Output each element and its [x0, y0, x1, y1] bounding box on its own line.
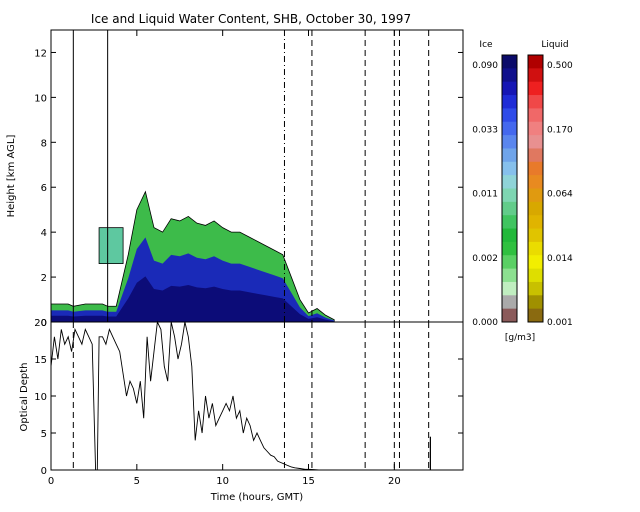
height-tick-label: 8 — [41, 138, 47, 149]
time-tick-label: 5 — [134, 476, 140, 487]
optical-depth-tick-label: 0 — [41, 466, 47, 477]
ice-tick-label: 0.011 — [472, 190, 498, 200]
time-tick-label: 15 — [302, 476, 315, 487]
ice-color-swatch — [502, 68, 517, 83]
liquid-tick-label: 0.014 — [547, 254, 573, 264]
ice-color-swatch — [502, 215, 517, 230]
ice-color-swatch — [502, 161, 517, 176]
ice-color-swatch — [502, 308, 517, 323]
ice-color-swatch — [502, 281, 517, 296]
ice-color-swatch — [502, 95, 517, 109]
height-tick-label: 4 — [41, 228, 47, 239]
height-tick-label: 2 — [41, 273, 47, 284]
top-reference-lines — [72, 30, 430, 322]
ice-color-swatch — [502, 108, 517, 123]
optical-depth-tick-label: 5 — [41, 429, 47, 440]
liquid-tick-label: 0.064 — [547, 190, 573, 200]
liquid-color-swatch — [528, 121, 543, 136]
ice-color-swatch — [502, 81, 517, 96]
height-tick-label: 10 — [34, 93, 47, 104]
liquid-color-swatch — [528, 108, 543, 123]
colorbar: Ice Liquid 0.090 0.033 0.011 0.002 0.000 0.50… — [472, 40, 573, 343]
height-axis-label: Height [km AGL] — [6, 135, 17, 218]
optical-depth-tick-label: 10 — [34, 392, 47, 403]
liquid-color-swatch — [528, 68, 543, 83]
liquid-color-swatch — [528, 135, 543, 149]
time-tick-label: 0 — [48, 476, 54, 487]
liquid-tick-label: 0.500 — [547, 61, 573, 71]
ice-color-swatch — [502, 55, 517, 69]
liquid-color-swatch — [528, 295, 543, 310]
chart-title: Ice and Liquid Water Content, SHB, Octob… — [91, 12, 411, 26]
ice-colorbar-frame — [501, 54, 518, 323]
height-tick-label: 6 — [41, 183, 47, 194]
height-axis-ticks: 0 2 4 6 8 10 12 — [34, 48, 463, 329]
liquid-color-swatch — [528, 148, 543, 163]
ice-color-swatch — [502, 135, 517, 149]
liquid-color-swatch — [528, 55, 543, 69]
ice-color-swatch — [502, 295, 517, 310]
ice-color-swatch — [502, 241, 517, 256]
liquid-color-swatch — [528, 281, 543, 296]
liquid-color-swatch — [528, 188, 543, 203]
bottom-reference-lines — [72, 322, 431, 470]
time-axis-ticks: 0 5 10 15 20 — [48, 30, 401, 487]
colorbar-units: [g/m3] — [505, 333, 535, 343]
liquid-color-swatch — [528, 241, 543, 256]
liquid-color-swatch — [528, 228, 543, 243]
liquid-color-swatch — [528, 175, 543, 189]
ice-tick-label: 0.033 — [472, 125, 498, 135]
optical-depth-axis-ticks: 0 5 10 15 20 — [34, 318, 463, 477]
colorbar-ice-label: Ice — [479, 40, 493, 50]
liquid-color-swatch — [528, 255, 543, 270]
ice-color-swatch — [502, 268, 517, 283]
ice-color-swatch — [502, 201, 517, 216]
liquid-tick-label: 0.001 — [547, 318, 573, 328]
time-axis-label: Time (hours, GMT) — [210, 492, 304, 503]
optical-depth-axis-label: Optical Depth — [19, 363, 30, 432]
liquid-color-swatch — [528, 201, 543, 216]
liquid-colorbar-frame — [527, 54, 544, 323]
liquid-color-swatch — [528, 268, 543, 283]
ice-color-swatch — [502, 228, 517, 243]
cloud-content-field — [50, 190, 335, 323]
colorbar-tick-labels: 0.090 0.033 0.011 0.002 0.000 0.500 0.170 0.064… — [472, 61, 573, 328]
ice-color-swatch — [502, 121, 517, 136]
ice-tick-label: 0.090 — [472, 61, 498, 71]
time-tick-label: 10 — [216, 476, 229, 487]
ice-tick-label: 0.000 — [472, 318, 498, 328]
liquid-color-swatch — [528, 95, 543, 109]
liquid-tick-label: 0.170 — [547, 125, 573, 135]
optical-depth-tick-label: 20 — [34, 318, 47, 329]
colorbar-liquid-label: Liquid — [541, 40, 568, 50]
ice-color-swatch — [502, 188, 517, 203]
cloud-densest-core — [51, 276, 335, 322]
optical-depth-tick-label: 15 — [34, 355, 47, 366]
ice-color-swatch — [502, 255, 517, 270]
content-panel: 0 2 4 6 8 10 12 Height [km AGL] — [6, 29, 464, 329]
ice-color-swatch — [502, 148, 517, 163]
height-tick-label: 0 — [41, 318, 47, 329]
liquid-color-swatch — [528, 81, 543, 96]
ice-colorbar — [501, 54, 518, 323]
liquid-color-swatch — [528, 215, 543, 230]
time-tick-label: 20 — [388, 476, 401, 487]
liquid-colorbar — [527, 54, 544, 323]
height-tick-label: 12 — [34, 48, 47, 59]
liquid-color-swatch — [528, 161, 543, 176]
liquid-color-swatch — [528, 308, 543, 323]
optical-depth-line — [50, 320, 335, 471]
ice-color-swatch — [502, 175, 517, 189]
ice-tick-label: 0.002 — [472, 254, 498, 264]
high-cloud-patch — [98, 227, 124, 265]
